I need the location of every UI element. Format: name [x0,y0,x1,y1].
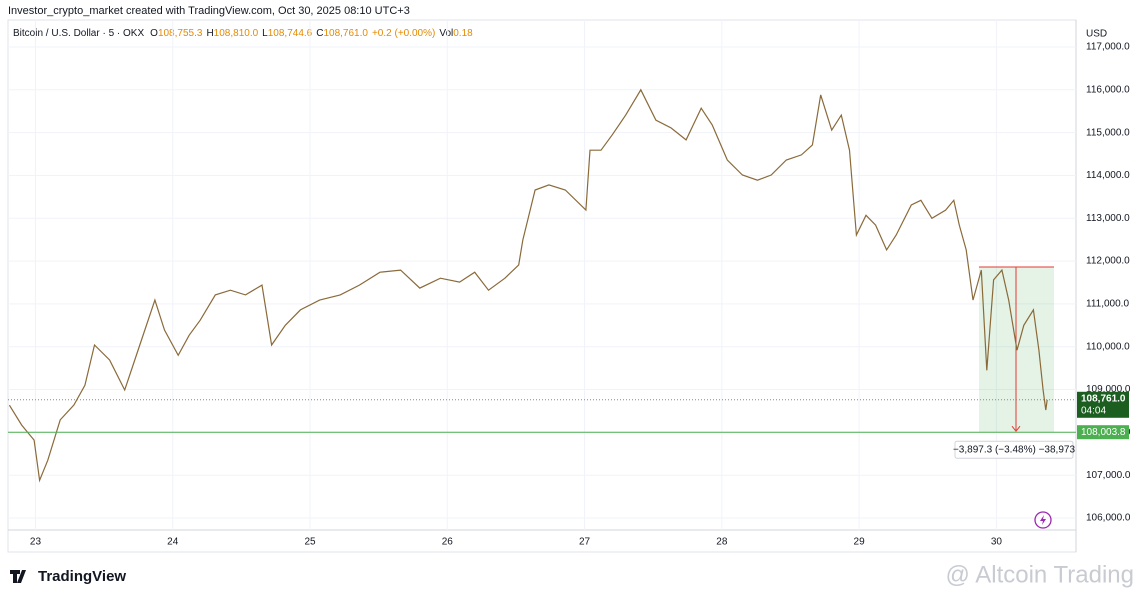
y-tick-label: 113,000.0 [1086,213,1130,224]
x-tick-label: 28 [716,537,728,548]
watermark: @ Altcoin Trading [946,561,1134,588]
volume-value: 0.18 [453,28,473,39]
x-tick-label: 27 [579,537,591,548]
ohlc-value: 108,761.0 [323,28,368,39]
x-tick-label: 29 [854,537,866,548]
y-tick-label: 110,000.0 [1086,341,1130,352]
x-tick-label: 25 [304,537,316,548]
y-tick-label: 109,000.0 [1086,384,1131,395]
x-tick-label: 26 [442,537,454,548]
event-bolt [1040,515,1046,525]
price-line [8,88,1048,483]
legend: Bitcoin / U.S. Dollar · 5 · OKX O108,755.… [13,28,473,39]
ohlc-name: H [206,28,213,39]
legend-text: Bitcoin / U.S. Dollar · 5 · OKX O108,755.… [13,28,473,39]
measure-label-box [954,440,1074,459]
y-tick-label: 112,000.0 [1086,256,1130,267]
ohlc-value: 108,744.6 [268,28,313,39]
volume-name: Vol [439,28,453,39]
y-tick-label: 107,000.0 [1086,470,1131,481]
y-tick-label: 111,000.0 [1086,299,1129,310]
y-tick-label: 106,000.0 [1086,513,1131,524]
ohlc-value: 108,810.0 [214,28,259,39]
ohlc-value: 108,755.3 [158,28,203,39]
chart-title: Investor_crypto_market created with Trad… [8,5,410,17]
ohlc-name: L [262,28,268,39]
measure-arrowhead [1011,425,1021,433]
measure-label: −3,897.3 (−3.48%) −38,973 [953,444,1075,455]
symbol: Bitcoin / U.S. Dollar · 5 · OKX [13,28,144,39]
y-tick-label: 117,000.0 [1086,42,1130,53]
last-price-box [1077,391,1129,418]
plot [8,20,1076,530]
change: +0.2 (+0.00%) [372,28,435,39]
level-label-box [1077,425,1129,440]
currency: USD [1086,29,1107,40]
x-tick-label: 24 [167,537,179,548]
last-price-label: 108,761.0 [1081,393,1126,404]
y-tick-label: 115,000.0 [1086,127,1130,138]
x-tick-label: 30 [991,537,1003,548]
x-tick-label: 23 [30,537,42,548]
y-tick-label: 116,000.0 [1086,84,1130,95]
countdown: 04:04 [1081,405,1106,416]
ohlc-name: C [316,28,323,39]
footer-logo: TradingView [38,568,126,585]
event-icon[interactable] [1034,511,1052,529]
level-label: 108,003.8 [1081,427,1126,438]
y-tick-label: 114,000.0 [1086,170,1130,181]
ohlc-name: O [150,28,158,39]
logo-mark [10,570,26,583]
